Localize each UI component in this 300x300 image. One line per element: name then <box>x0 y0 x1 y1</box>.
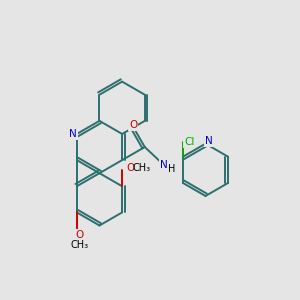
Text: O: O <box>129 121 137 130</box>
Text: H: H <box>168 164 176 174</box>
Text: Cl: Cl <box>184 137 195 147</box>
Text: N: N <box>205 136 213 146</box>
Text: CH₃: CH₃ <box>132 164 151 173</box>
Text: O: O <box>126 164 135 173</box>
Text: CH₃: CH₃ <box>70 240 88 250</box>
Text: N: N <box>69 129 77 139</box>
Text: O: O <box>75 230 83 240</box>
Text: N: N <box>160 160 168 170</box>
